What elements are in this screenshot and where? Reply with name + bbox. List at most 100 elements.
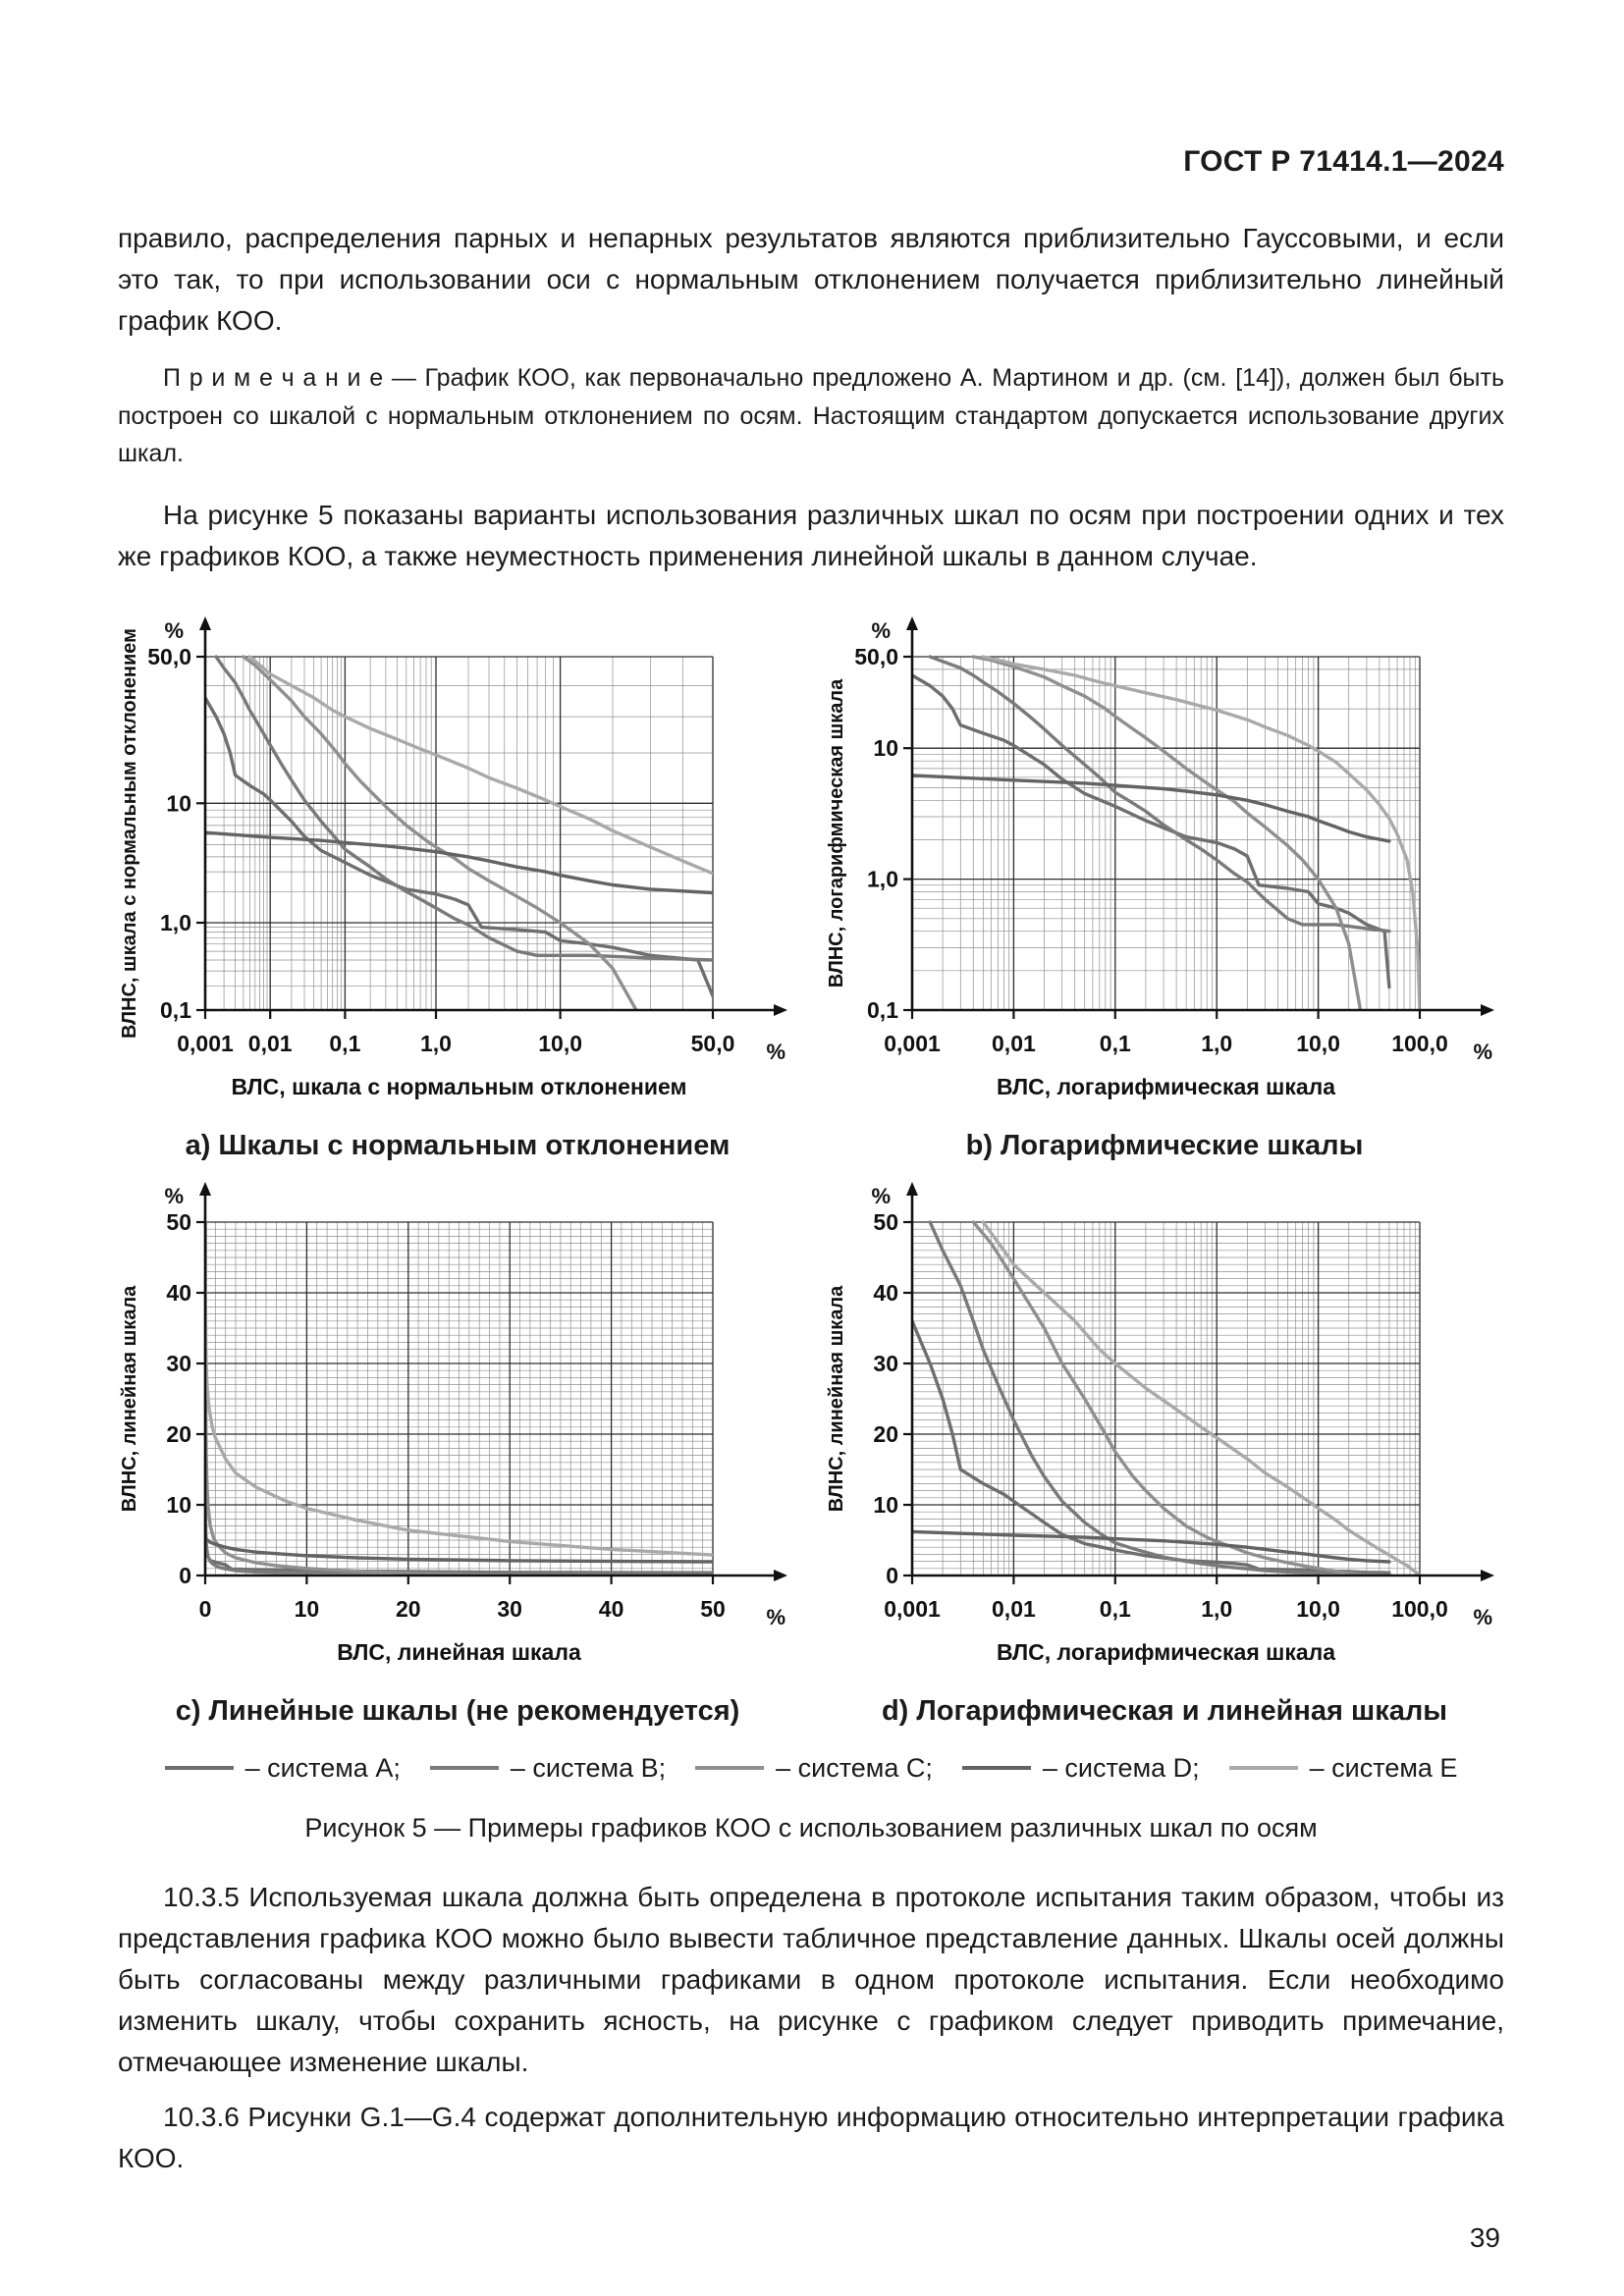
x-axis-arrow-icon [1480,1003,1494,1016]
axis-text: ВЛНС, шкала с нормальным отклонением [119,628,140,1039]
axes: 0 10 20 30 40 50 50 40 30 20 10 0%% ВЛС, линейная шк… [119,1181,787,1665]
paragraph-note: П р и м е ч а н и е — График КОО, как пе… [118,364,1504,467]
curve-system-B [213,654,713,962]
charts-grid: 0,001 0,01 0,1 1,0 10,0 50,0 50,0 10 1,0 0,1%% ВЛС… [104,603,1518,1728]
curve-system-D [204,830,713,894]
axis-text: 0,1 [160,997,191,1023]
axis-text: 10,0 [538,1031,582,1056]
axis-text: 0,1 [1099,1031,1130,1056]
figure-legend: – система A; – система B; – система C; – си… [118,1753,1504,1784]
curve-system-D [911,773,1391,843]
grid [203,1220,714,1576]
body-text: 10.3.5 Используемая шкала должна быть оп… [118,1877,1504,2179]
axis-text: 1,0 [160,910,191,935]
chart-d-svg: 0,001 0,01 0,1 1,0 10,0 100,0 50 40 30 20 10 0%% ВЛС… [826,1181,1494,1665]
curves [911,654,1420,1010]
legend-label: – система D; [1042,1752,1200,1783]
axis-text: % [871,1184,891,1208]
grid [910,1220,1421,1576]
legend-label: – система B; [510,1752,667,1783]
chart-a-caption: a) Шкалы с нормальным отклонением [185,1129,731,1161]
axis-text: 20 [873,1421,898,1447]
axis-text: 0 [886,1563,898,1588]
axis-text: 0,001 [884,1031,941,1056]
x-axis-arrow-icon [1480,1569,1494,1581]
axis-text: 0,01 [992,1596,1036,1622]
chart-b-caption: b) Логарифмические шкалы [965,1129,1364,1161]
chart-a: 0,001 0,01 0,1 1,0 10,0 50,0 50,0 10 1,0 0,1%% ВЛС… [112,603,804,1162]
chart-a-canvas: 0,001 0,01 0,1 1,0 10,0 50,0 50,0 10 1,0 0,1%% ВЛС… [112,603,804,1128]
axis-text: % [164,1184,184,1208]
axis-text: 100,0 [1391,1031,1448,1056]
axis-text: % [766,1605,785,1629]
paragraph-10-3-5: 10.3.5 Используемая шкала должна быть оп… [118,1881,1504,2077]
axis-text: 10 [166,1492,191,1518]
curve-system-E [981,654,1420,1010]
curves [911,1219,1420,1575]
chart-b-canvas: 0,001 0,01 0,1 1,0 10,0 100,0 50,0 10 1,0 0,1%% ВЛ… [819,603,1511,1128]
axis-text: ВЛНС, линейная шкала [119,1284,140,1511]
legend-item: – система C; [695,1753,933,1784]
legend-label: – система A; [244,1752,401,1783]
axis-text: 30 [166,1351,191,1376]
legend-item: – система A; [164,1752,401,1784]
y-axis-arrow-icon [905,1181,918,1196]
axis-text: 100,0 [1391,1596,1448,1622]
curve-system-C [971,1219,1362,1575]
y-axis-arrow-icon [905,615,918,630]
axis-text: 50,0 [147,644,191,669]
chart-c: 0 10 20 30 40 50 50 40 30 20 10 0%% ВЛС, линейная шк… [112,1168,804,1728]
axis-text: 50 [700,1596,726,1622]
curve-system-C [241,654,638,1010]
axis-text: 10,0 [1296,1596,1340,1622]
axis-text: 0,001 [884,1596,941,1622]
curve-system-B [928,654,1391,933]
axis-text: % [871,618,891,643]
chart-d: 0,001 0,01 0,1 1,0 10,0 100,0 50 40 30 20 10 0%% ВЛС… [819,1168,1511,1728]
chart-d-canvas: 0,001 0,01 0,1 1,0 10,0 100,0 50 40 30 20 10 0%% ВЛС… [819,1168,1511,1693]
chart-b-svg: 0,001 0,01 0,1 1,0 10,0 100,0 50,0 10 1,0 0,1%% ВЛ… [826,615,1494,1099]
legend-label: – система C; [776,1752,933,1783]
axis-text: 10 [873,735,898,761]
curves [204,654,713,1010]
axis-text: ВЛНС, логарифмическая шкала [826,677,847,987]
axis-text: 10 [294,1596,319,1622]
chart-c-svg: 0 10 20 30 40 50 50 40 30 20 10 0%% ВЛС, линейная шк… [119,1181,787,1665]
legend-line-swatch [695,1766,765,1770]
x-axis-arrow-icon [773,1003,787,1016]
axis-text: 40 [166,1280,191,1306]
legend-item: – система E [1228,1752,1458,1784]
curve-system-B [928,1219,1391,1575]
axis-text: 30 [497,1596,522,1622]
chart-a-svg: 0,001 0,01 0,1 1,0 10,0 50,0 50,0 10 1,0 0,1%% ВЛС… [119,615,787,1099]
curve-system-C [971,654,1362,1010]
legend-line-swatch [429,1766,499,1770]
axis-text: ВЛС, шкала с нормальным отклонением [231,1074,686,1099]
axis-text: ВЛНС, линейная шкала [826,1284,847,1511]
legend-label: – система E [1309,1752,1458,1783]
axis-text: 20 [396,1596,421,1622]
axis-text: 0 [179,1563,191,1588]
axis-text: 1,0 [1201,1596,1232,1622]
curve-system-E [981,1219,1420,1575]
chart-c-canvas: 0 10 20 30 40 50 50 40 30 20 10 0%% ВЛС, линейная шк… [112,1168,804,1693]
axis-text: 0,1 [1099,1596,1130,1622]
axis-text: 0 [198,1596,211,1622]
axis-text: ВЛС, логарифмическая шкала [996,1639,1334,1665]
figure-caption: Рисунок 5 — Примеры графиков КОО с испол… [304,1812,1318,1842]
axis-text: 10,0 [1296,1031,1340,1056]
figure-5: 0,001 0,01 0,1 1,0 10,0 50,0 50,0 10 1,0 0,1%% ВЛС… [118,603,1504,1843]
legend-line-swatch [1228,1766,1298,1770]
axis-text: 30 [873,1351,898,1376]
chart-d-caption: d) Логарифмическая и линейная шкалы [881,1694,1448,1727]
y-axis-arrow-icon [198,615,211,630]
axis-text: 50 [873,1209,898,1235]
axis-text: 1,0 [867,866,898,891]
axis-text: ВЛС, линейная шкала [337,1639,581,1665]
axis-text: 0,01 [992,1031,1036,1056]
paragraph-10-3-6: 10.3.6 Рисунки G.1—G.4 содержат дополнит… [118,2101,1504,2173]
axis-text: 10 [873,1492,898,1518]
axis-text: % [164,618,184,643]
chart-c-caption: c) Линейные шкалы (не рекомендуется) [175,1694,740,1727]
